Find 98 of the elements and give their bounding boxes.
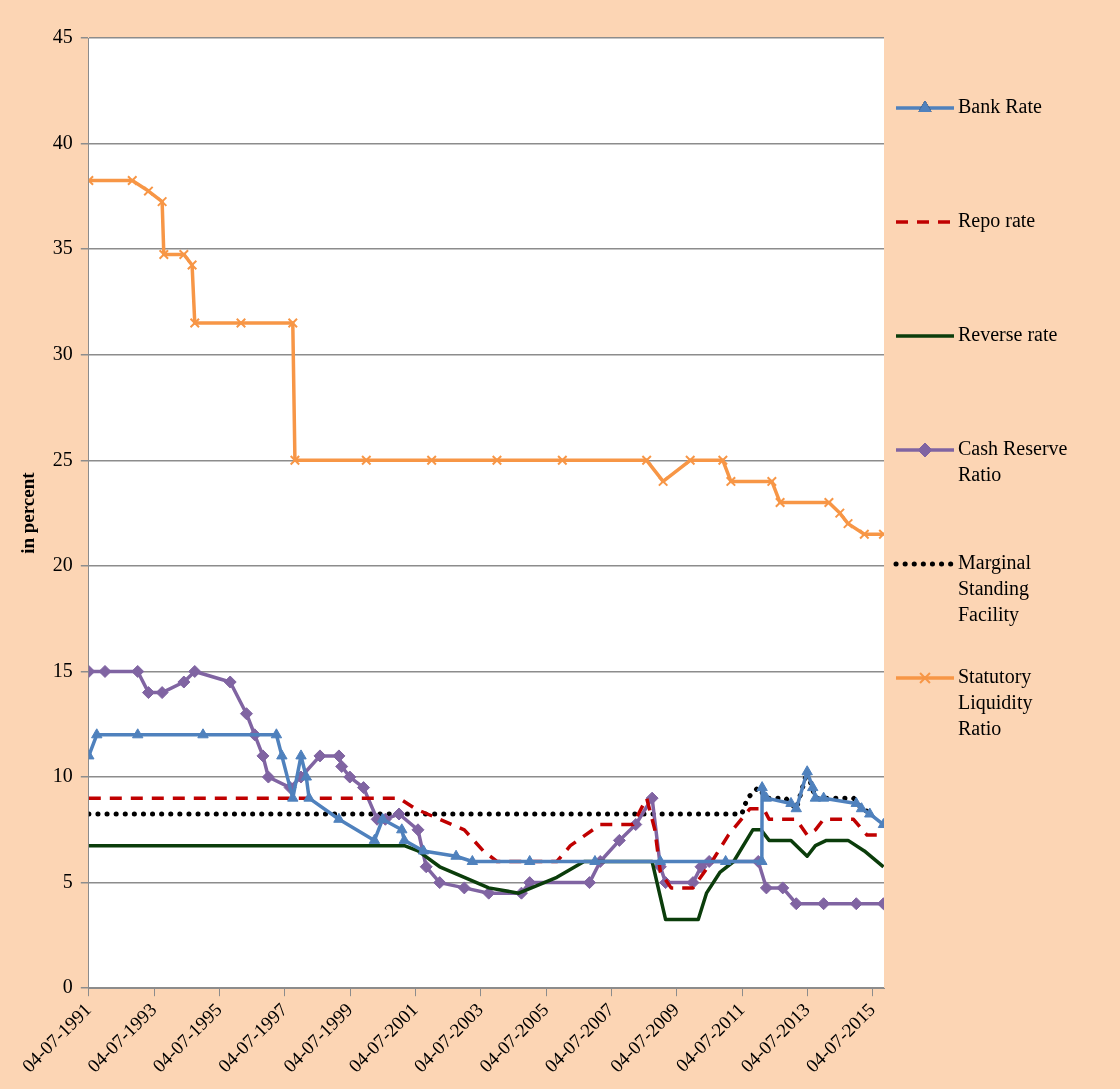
point [313,749,327,763]
point [300,770,312,781]
point [155,686,169,700]
y-tick-label: 35 [52,236,73,259]
point [398,833,410,844]
point [842,518,854,529]
point [523,876,537,890]
point [850,796,862,807]
point [261,770,275,784]
point [684,455,696,466]
point [177,675,191,689]
point [823,497,835,508]
point [450,849,462,860]
point [189,317,201,329]
point [270,728,283,739]
point [523,855,536,865]
point [759,881,773,895]
point [368,833,381,844]
point [433,876,447,890]
point [131,664,145,678]
point [717,455,729,466]
y-tick-label: 15 [52,658,73,681]
legend-label: Repo rate [958,209,1036,233]
point [178,249,190,260]
y-tick-label: 30 [52,341,73,364]
point [657,476,669,487]
point [612,833,626,847]
point [223,675,237,689]
point [197,728,209,739]
point [141,686,155,700]
point [127,175,138,186]
point [417,844,430,855]
point [817,791,830,802]
y-tick-label: 20 [52,553,73,576]
point [392,807,406,821]
point [186,259,198,271]
point [719,855,732,865]
point [557,455,568,466]
point [419,860,433,874]
point [235,317,247,329]
point [343,770,357,784]
point [654,855,667,865]
point [756,781,768,792]
point [491,455,503,466]
point [809,791,822,802]
point [725,476,737,487]
point [589,855,601,865]
y-tick-label: 0 [62,975,73,998]
point [295,749,307,760]
point [776,881,790,895]
point [789,897,803,911]
point [256,749,270,763]
point [641,455,652,466]
point [396,823,408,834]
y-tick-label: 25 [52,447,73,470]
legend-label: Marginal Standing Facility [958,551,1032,627]
point [807,781,819,792]
point [864,807,876,818]
legend-label: Statutory Liquidity Ratio [958,665,1033,740]
point [143,185,154,197]
point [158,249,170,260]
point [287,317,299,329]
y-tick-label: 5 [62,869,73,892]
point [333,812,345,823]
point [289,455,301,466]
point [361,455,372,466]
y-axis-title: in percent [17,471,39,554]
point [98,664,112,678]
point [466,855,479,865]
point [426,455,437,466]
point [357,781,371,795]
point [91,728,103,739]
point [790,802,802,813]
point [132,728,144,739]
point [686,876,700,890]
point [849,897,863,911]
point [276,749,288,760]
y-tick-label: 10 [52,764,73,787]
point [817,897,831,911]
point [188,664,202,678]
legend-label: Cash Reserve Ratio [958,437,1068,486]
point [645,791,659,805]
point [332,749,346,763]
legend-label: Reverse rate [958,323,1058,346]
point [411,823,425,837]
point [774,497,786,508]
point [766,476,778,487]
point [457,881,471,895]
y-tick-label: 45 [52,25,73,48]
point [859,528,870,540]
point [801,765,813,776]
point [335,759,349,773]
legend-label: Bank Rate [958,95,1042,118]
y-tick-label: 40 [52,130,73,153]
point [156,196,168,207]
point [834,507,846,519]
point [583,876,597,890]
point [239,707,253,721]
